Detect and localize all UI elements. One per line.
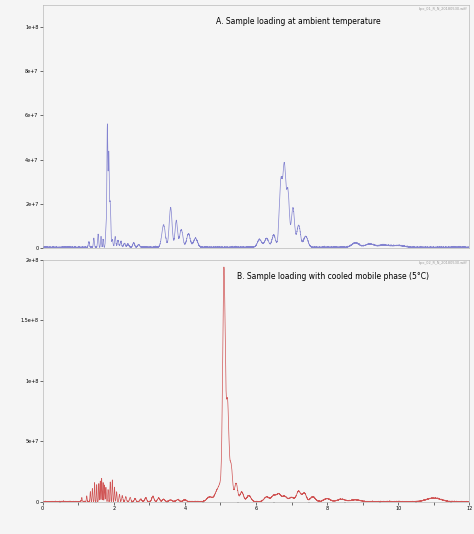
Text: bpc_01_R_N_20180530.wiff: bpc_01_R_N_20180530.wiff <box>419 6 467 11</box>
Text: B. Sample loading with cooled mobile phase (5°C): B. Sample loading with cooled mobile pha… <box>237 272 429 281</box>
Text: A. Sample loading at ambient temperature: A. Sample loading at ambient temperature <box>216 18 381 27</box>
Text: bpc_02_R_N_20180530.wiff: bpc_02_R_N_20180530.wiff <box>419 261 467 265</box>
